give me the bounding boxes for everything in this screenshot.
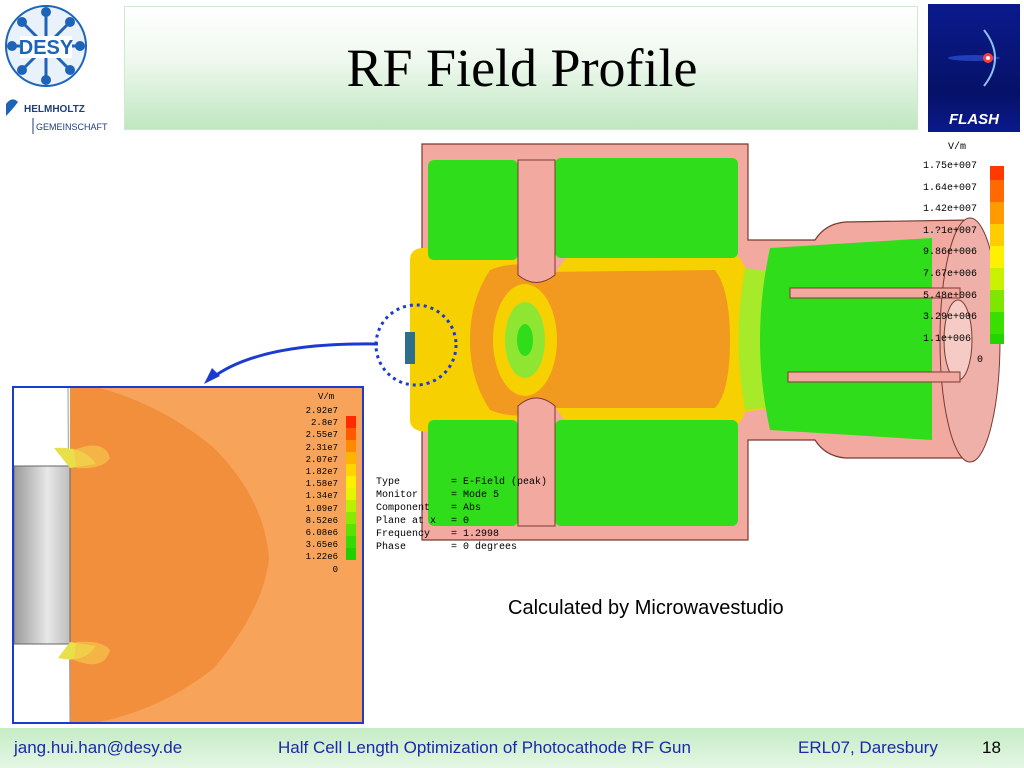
inset-legend-value: 2.8e7 <box>310 418 338 429</box>
flash-logo: FLASH <box>928 4 1020 132</box>
zoomed-cathode-field: V/m 2.92e7 2.8e7 2.55e7 2.31e7 2.07e7 1.… <box>12 386 364 724</box>
inset-legend-value: 1.22e6 <box>305 552 338 563</box>
inset-legend-value: 8.52e6 <box>305 515 338 526</box>
gemeinschaft-text: GEMEINSCHAFT <box>36 122 108 132</box>
main-legend-value: 1.?1e+007 <box>923 225 978 237</box>
main-legend-value: 1.1e+006 <box>923 333 972 345</box>
footer: jang.hui.han@desy.de Half Cell Length Op… <box>0 728 1024 768</box>
main-legend-value: 0 <box>977 355 984 367</box>
main-legend-value: 5.48e+006 <box>923 290 978 302</box>
footer-conference: ERL07, Daresbury <box>798 738 938 757</box>
info-row: Monitor = Mode 5 <box>376 490 500 501</box>
main-legend-unit: V/m <box>948 142 967 153</box>
inset-legend-value: 0 <box>332 564 338 575</box>
main-legend-value: 9.86e+006 <box>923 247 978 259</box>
cavity-field-plot <box>374 143 1004 541</box>
inset-legend-values: 2.92e7 2.8e7 2.55e7 2.31e7 2.07e7 1.82e7… <box>302 405 338 576</box>
flash-beam-icon <box>948 29 1000 87</box>
inset-legend-value: 1.58e7 <box>305 479 338 490</box>
helmholtz-icon <box>6 99 18 116</box>
page-title: RF Field Profile <box>346 38 698 98</box>
desy-logo-icon: DESY HELMHOLTZ GEMEINSCHAFT <box>5 5 108 134</box>
desy-helmholtz-logo: DESY HELMHOLTZ GEMEINSCHAFT <box>0 0 122 140</box>
inset-legend-value: 3.65e6 <box>305 540 338 551</box>
caption: Calculated by Microwavestudio <box>508 597 784 619</box>
main-field-simulation: V/m 1.75e+007 1.64e+007 1.42e+007 1.?1e+… <box>370 140 1020 560</box>
title-bar: RF Field Profile <box>124 6 918 130</box>
cathode-plug <box>405 332 415 364</box>
inset-legend-value: 2.07e7 <box>305 454 338 465</box>
info-row: Type = E-Field (peak) <box>376 477 548 488</box>
inset-legend-value: 2.31e7 <box>305 442 338 453</box>
footer-email: jang.hui.han@desy.de <box>14 738 183 757</box>
flash-label: FLASH <box>949 111 999 128</box>
simulation-info: Type = E-Field (peak) Monitor = Mode 5 Com… <box>376 476 547 554</box>
inset-legend-value: 1.82e7 <box>305 467 338 478</box>
footer-title: Half Cell Length Optimization of Photoca… <box>278 738 691 757</box>
cathode-field-plot <box>14 388 362 722</box>
main-legend-values: 1.75e+007 1.64e+007 1.42e+007 1.?1e+007 … <box>923 156 983 372</box>
helmholtz-text: HELMHOLTZ <box>24 104 85 115</box>
inset-legend-unit: V/m <box>318 392 335 402</box>
main-legend-value: 1.42e+007 <box>923 204 978 216</box>
page-number: 18 <box>982 738 1001 757</box>
zoom-arrow <box>204 342 379 384</box>
inset-legend-value: 1.09e7 <box>305 503 338 514</box>
zoom-highlight-circle <box>374 303 458 387</box>
main-legend-value: 1.64e+007 <box>923 182 978 194</box>
info-row: Component = Abs <box>376 503 482 514</box>
main-legend-value: 7.67e+006 <box>923 268 978 280</box>
info-row: Frequency = 1.2998 <box>376 529 500 540</box>
inset-legend-value: 2.92e7 <box>305 406 338 416</box>
main-legend-bar <box>990 166 1004 344</box>
inset-legend-value: 1.34e7 <box>305 491 338 502</box>
main-legend-value: 1.75e+007 <box>923 161 978 172</box>
desy-logo-text: DESY <box>19 37 74 59</box>
inset-legend-value: 2.55e7 <box>305 430 338 441</box>
inset-legend-bar <box>346 416 356 560</box>
info-row: Plane at x = 0 <box>376 516 470 527</box>
main-legend-value: 3.29e+006 <box>923 312 978 324</box>
inset-legend-value: 6.08e6 <box>305 528 338 539</box>
info-row: Phase = 0 degrees <box>376 542 518 553</box>
